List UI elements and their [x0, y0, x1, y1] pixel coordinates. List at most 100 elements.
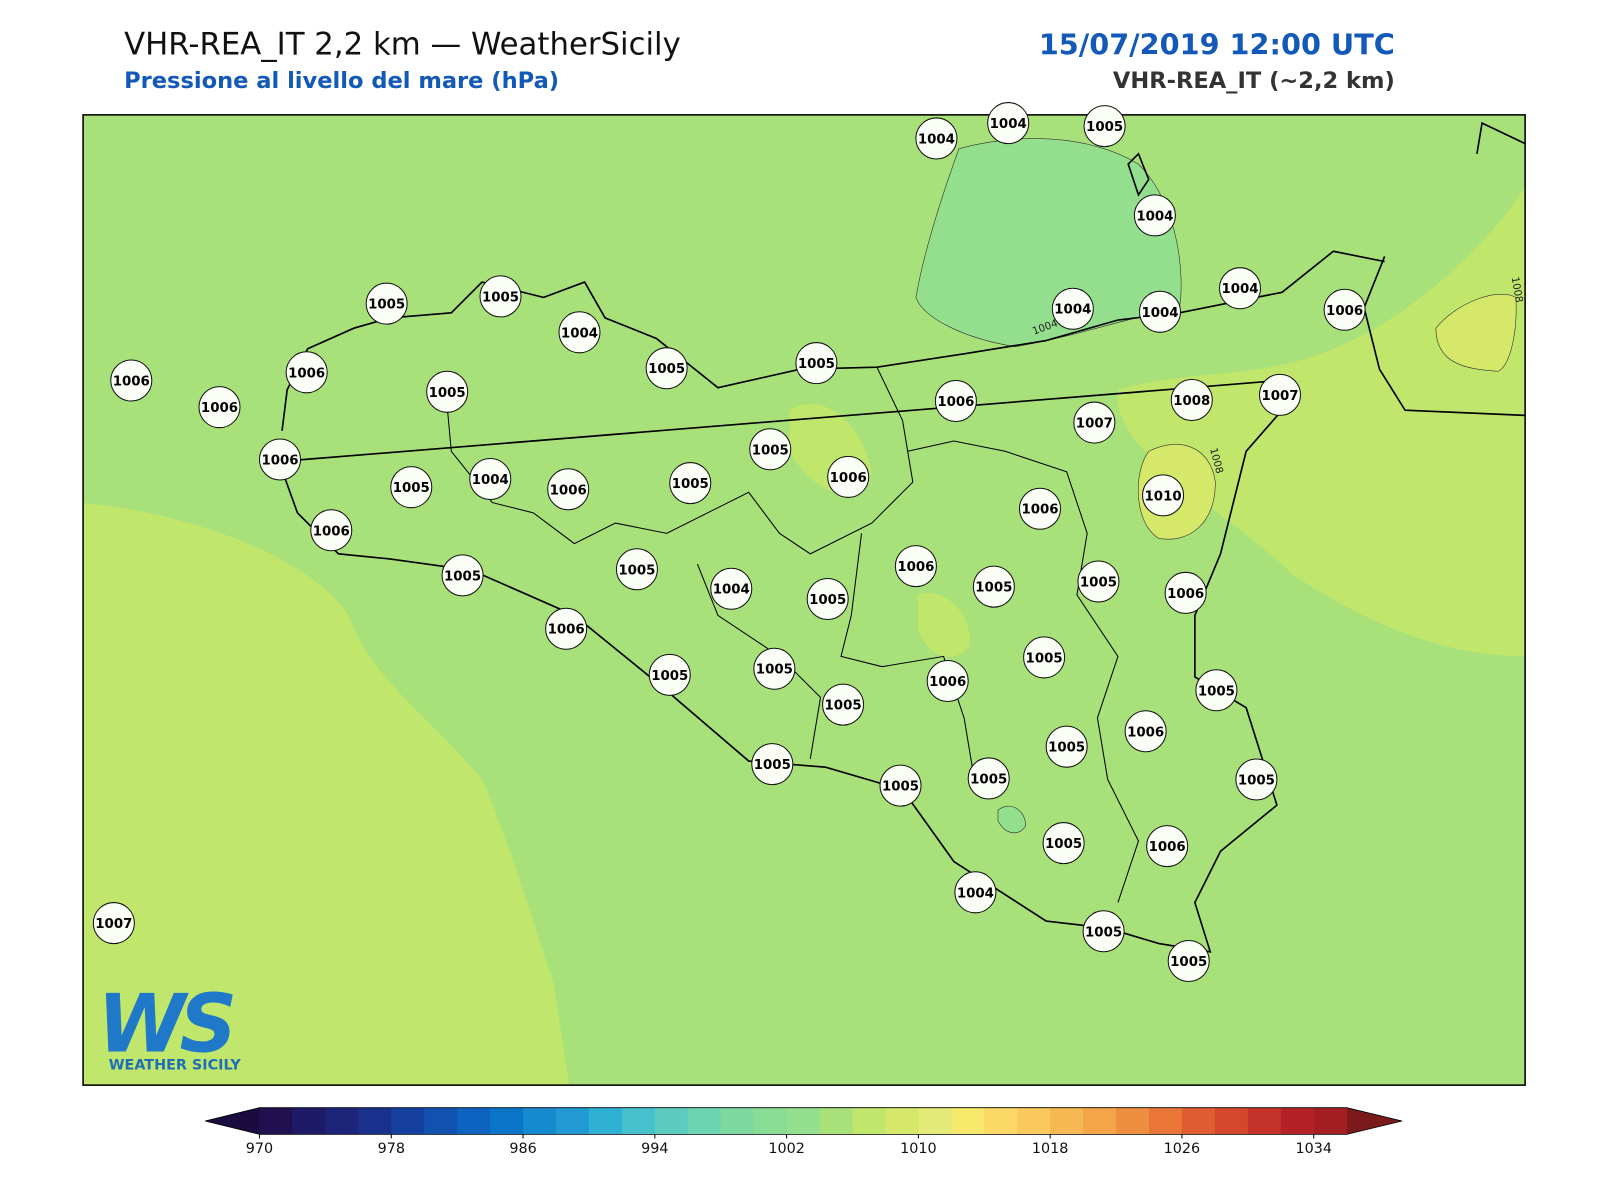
map-frame [82, 114, 1526, 1086]
station-value: 1005 [393, 481, 430, 496]
station-marker [926, 660, 969, 703]
station-value: 1005 [651, 669, 688, 684]
colorbar-segment [588, 1107, 623, 1135]
station: 1005 [479, 275, 522, 318]
colorbar-segment [1247, 1107, 1282, 1135]
station: 1004 [1218, 267, 1262, 310]
station: 1005 [967, 757, 1010, 800]
station-marker [1077, 560, 1120, 603]
colorbar-segment [391, 1107, 425, 1135]
station-marker [258, 438, 302, 481]
station-marker [972, 565, 1015, 608]
station: 1005 [1082, 910, 1125, 953]
station-value: 1004 [713, 583, 750, 598]
station: 1005 [1083, 105, 1126, 148]
colorbar-segment [325, 1107, 359, 1135]
station-marker [110, 359, 153, 402]
station-marker [967, 757, 1010, 800]
station-marker [1167, 940, 1210, 983]
station: 1006 [1164, 571, 1207, 614]
station-value: 1006 [261, 454, 298, 469]
station-marker [1042, 822, 1085, 865]
station-value: 1006 [288, 366, 325, 381]
logo-mark: WS [97, 977, 233, 1070]
colorbar-segment [951, 1107, 985, 1135]
station-value: 1005 [482, 290, 519, 305]
station: 1005 [822, 683, 865, 726]
colorbar-segment [424, 1107, 458, 1135]
station-marker [1124, 710, 1167, 753]
station: 1005 [1045, 725, 1088, 768]
station-marker [1045, 725, 1088, 768]
colorbar-segment [885, 1107, 919, 1135]
station-marker [390, 466, 433, 509]
colorbar-segment [1116, 1107, 1150, 1135]
colorbar-tick-label: 986 [509, 1141, 536, 1157]
station-value: 1006 [937, 395, 974, 410]
station-marker [545, 607, 588, 650]
station-value: 1006 [113, 375, 150, 390]
station-marker [749, 428, 792, 471]
colorbar-tick-label: 978 [378, 1141, 405, 1157]
station: 1006 [545, 607, 588, 650]
colorbar-segment [457, 1107, 491, 1135]
station: 1004 [1051, 287, 1094, 330]
station-marker [987, 102, 1030, 145]
station: 1005 [753, 647, 796, 690]
station-value: 1010 [1145, 489, 1182, 504]
station: 1005 [795, 342, 838, 385]
station-marker [1051, 287, 1094, 330]
station-value: 1007 [95, 917, 132, 932]
station: 1005 [806, 577, 849, 620]
station-value: 1006 [1127, 725, 1164, 740]
colorbar-segment [918, 1107, 952, 1135]
station-value: 1005 [825, 699, 862, 714]
colorbar-segment [1148, 1107, 1183, 1135]
station-value: 1006 [1167, 587, 1204, 602]
station-marker [1170, 378, 1213, 422]
station-value: 1005 [970, 772, 1007, 787]
station-value: 1005 [809, 593, 846, 608]
station: 1006 [547, 468, 590, 511]
station-value: 1004 [1221, 282, 1258, 297]
station: 1006 [198, 386, 241, 429]
colorbar-segment [358, 1107, 392, 1135]
station-value: 1005 [1048, 741, 1085, 756]
station-marker [1164, 571, 1207, 614]
station: 1005 [972, 565, 1015, 608]
station: 1006 [894, 545, 937, 588]
station: 1005 [1042, 822, 1085, 865]
station: 1005 [645, 347, 688, 390]
station: 1005 [669, 462, 712, 505]
station-marker [645, 347, 688, 390]
station: 1006 [934, 380, 977, 423]
station-value: 1005 [672, 477, 709, 492]
colorbar-tick-label: 1034 [1295, 1141, 1332, 1157]
station-marker [1218, 267, 1262, 310]
colorbar-segment [523, 1107, 557, 1135]
station-marker [822, 683, 865, 726]
station: 1006 [1018, 487, 1062, 530]
colorbar-segment [1313, 1107, 1348, 1135]
colorbar-segment [1280, 1107, 1315, 1135]
station-value: 1006 [313, 524, 350, 539]
station-value: 1004 [918, 132, 955, 147]
station: 1005 [390, 466, 433, 509]
colorbar-segment [1017, 1107, 1051, 1135]
station-value: 1005 [798, 357, 835, 372]
station-marker [753, 647, 796, 690]
station-value: 1005 [1026, 651, 1063, 666]
colorbar-tick-label: 1026 [1164, 1141, 1201, 1157]
station: 1006 [827, 455, 870, 498]
title: VHR-REA_IT 2,2 km — WeatherSicily [124, 26, 681, 62]
station: 1006 [1146, 825, 1189, 868]
station: 1004 [987, 102, 1030, 145]
station-marker [915, 117, 958, 160]
station-value: 1005 [1170, 955, 1207, 970]
station-marker [1018, 487, 1062, 530]
station: 1005 [441, 554, 484, 597]
station-marker [1142, 474, 1185, 517]
station-marker [954, 871, 997, 914]
station: 1005 [1195, 669, 1238, 712]
station-marker [894, 545, 937, 588]
